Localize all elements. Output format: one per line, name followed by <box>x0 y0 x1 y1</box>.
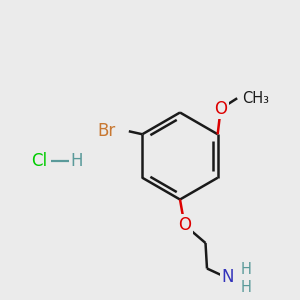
Text: Cl: Cl <box>31 152 47 169</box>
Text: H: H <box>241 280 251 296</box>
Text: H: H <box>241 262 251 277</box>
Text: O: O <box>214 100 227 118</box>
Text: Br: Br <box>97 122 115 140</box>
Text: H: H <box>70 152 83 169</box>
Text: O: O <box>178 216 191 234</box>
Text: N: N <box>222 268 234 286</box>
Text: CH₃: CH₃ <box>242 91 269 106</box>
